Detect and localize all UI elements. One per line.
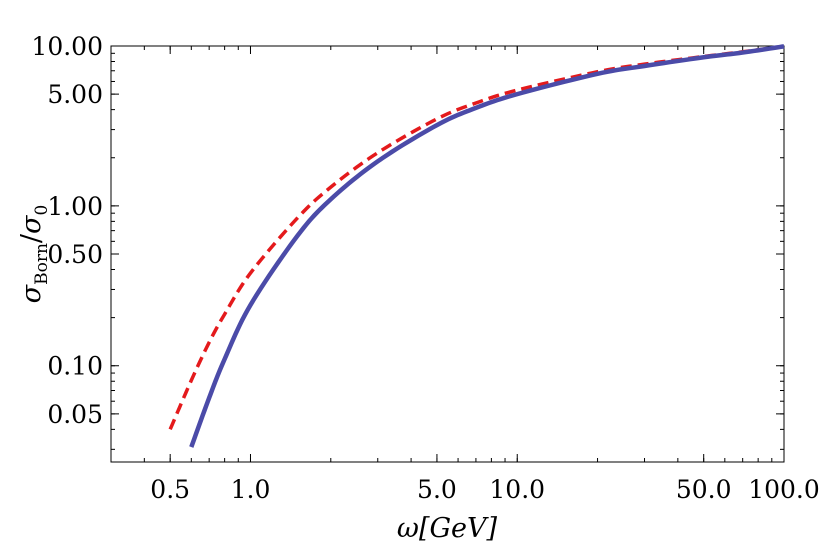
y-tick-label: 5.00 (47, 80, 103, 109)
x-tick-label: 5.0 (417, 475, 457, 504)
x-tick-label: 1.0 (231, 475, 271, 504)
y-label-sigma-born: σ (16, 283, 47, 303)
series-layer (168, 44, 785, 448)
y-label-sub-zero: 0 (32, 205, 52, 216)
major-ticks (111, 45, 785, 462)
x-tick-labels: 0.5 1.0 5.0 10.0 50.0 100.0 (150, 475, 819, 504)
series-line-dashed (168, 44, 785, 431)
y-tick-label: 10.00 (31, 32, 103, 61)
series-line-solid (189, 44, 785, 448)
x-tick-label: 100.0 (748, 475, 820, 504)
x-tick-label: 50.0 (676, 475, 732, 504)
y-tick-label: 0.05 (47, 400, 103, 429)
y-tick-label: 1.00 (47, 192, 103, 221)
y-axis-label: σBorn/σ0 (16, 205, 52, 304)
x-tick-label: 10.0 (489, 475, 545, 504)
y-label-slash: / (16, 233, 47, 243)
y-tick-label: 0.50 (47, 240, 103, 269)
y-tick-label: 0.10 (47, 352, 103, 381)
x-axis-label: ω[GeV] (397, 513, 498, 544)
minor-ticks (110, 45, 785, 462)
y-tick-labels: 0.05 0.10 0.50 1.00 5.00 10.00 (31, 32, 103, 429)
y-label-sub-born: Born (32, 243, 52, 285)
y-label-sigma-zero: σ (16, 214, 47, 234)
plot-frame (110, 45, 785, 463)
x-tick-label: 0.5 (150, 475, 190, 504)
